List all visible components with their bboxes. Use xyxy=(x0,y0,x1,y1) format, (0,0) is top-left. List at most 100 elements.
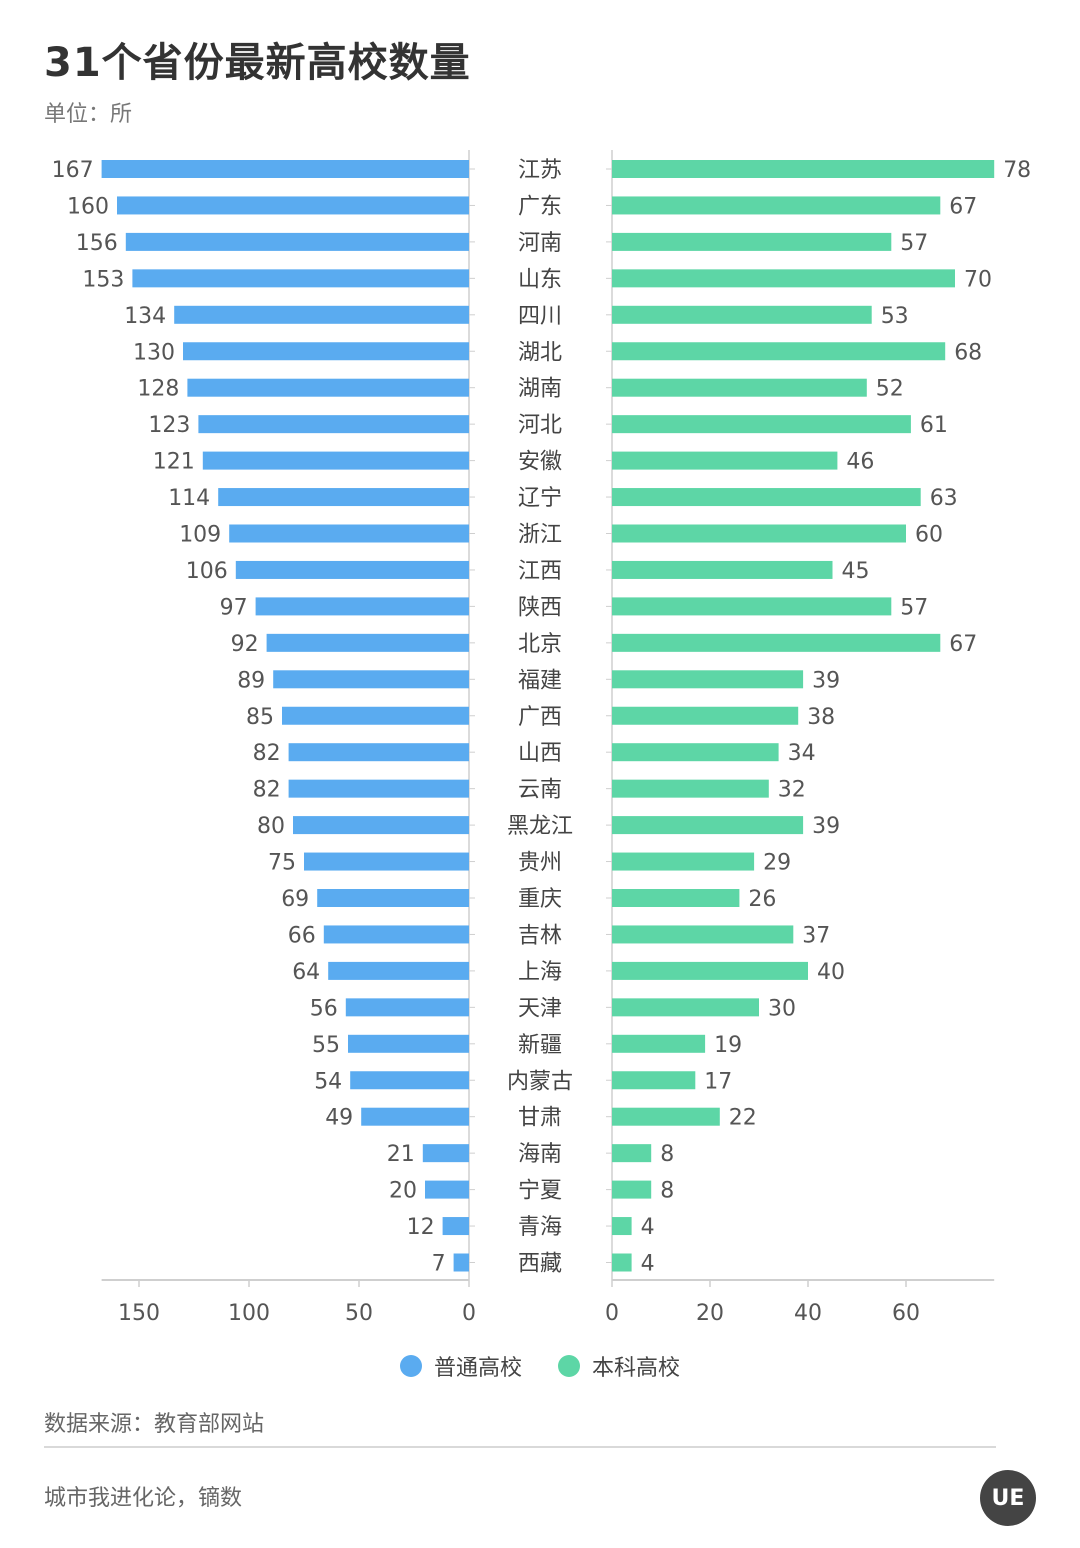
value-label-general-13: 92 xyxy=(231,632,259,657)
value-label-undergrad-10: 60 xyxy=(915,523,943,548)
value-label-general-0: 167 xyxy=(52,158,94,183)
bar-general-1 xyxy=(117,196,469,215)
bar-undergrad-3 xyxy=(612,269,955,288)
value-label-undergrad-15: 38 xyxy=(807,705,835,730)
value-label-undergrad-26: 22 xyxy=(729,1106,757,1131)
category-label-8: 安徽 xyxy=(518,450,562,475)
value-label-undergrad-18: 39 xyxy=(812,814,840,839)
bar-undergrad-16 xyxy=(612,743,779,762)
value-label-general-25: 54 xyxy=(314,1069,342,1094)
bar-general-14 xyxy=(273,670,469,689)
bar-general-18 xyxy=(293,816,469,835)
value-label-general-5: 130 xyxy=(133,340,175,365)
right-axis-tick-label-1: 20 xyxy=(696,1301,724,1326)
bar-undergrad-22 xyxy=(612,961,808,980)
category-label-25: 内蒙古 xyxy=(507,1069,573,1094)
value-label-undergrad-13: 67 xyxy=(949,632,977,657)
value-label-undergrad-5: 68 xyxy=(954,340,982,365)
value-label-undergrad-21: 37 xyxy=(802,923,830,948)
value-label-general-24: 55 xyxy=(312,1033,340,1058)
value-label-undergrad-9: 63 xyxy=(930,486,958,511)
value-label-undergrad-28: 8 xyxy=(660,1179,674,1204)
value-label-undergrad-22: 40 xyxy=(817,960,845,985)
bar-undergrad-25 xyxy=(612,1071,696,1090)
value-label-general-2: 156 xyxy=(76,231,118,256)
bar-undergrad-5 xyxy=(612,342,946,361)
left-axis-tick-label-2: 50 xyxy=(345,1301,373,1326)
bar-general-27 xyxy=(422,1144,469,1163)
value-label-undergrad-20: 26 xyxy=(748,887,776,912)
bar-general-4 xyxy=(174,305,469,324)
credit-note: 城市我进化论，镝数 xyxy=(44,1486,243,1511)
category-label-0: 江苏 xyxy=(518,158,562,183)
category-label-6: 湖南 xyxy=(518,377,562,402)
bar-undergrad-18 xyxy=(612,816,804,835)
value-label-undergrad-3: 70 xyxy=(964,267,992,292)
bar-undergrad-8 xyxy=(612,451,838,470)
category-label-26: 甘肃 xyxy=(518,1106,562,1131)
bar-general-11 xyxy=(235,560,469,579)
bar-general-30 xyxy=(453,1253,469,1272)
bar-general-20 xyxy=(317,889,469,907)
category-label-20: 重庆 xyxy=(518,887,562,912)
right-axis-tick-label-0: 0 xyxy=(605,1301,619,1326)
legend-dot-general xyxy=(399,1355,422,1377)
value-label-general-21: 66 xyxy=(288,923,316,948)
category-label-27: 海南 xyxy=(518,1142,562,1167)
bar-general-22 xyxy=(328,961,469,980)
category-label-19: 贵州 xyxy=(518,851,562,876)
bar-general-0 xyxy=(101,160,469,178)
bar-undergrad-23 xyxy=(612,998,759,1017)
bar-undergrad-27 xyxy=(612,1144,652,1163)
bar-undergrad-6 xyxy=(612,378,867,397)
category-label-10: 浙江 xyxy=(518,523,562,548)
value-label-undergrad-30: 4 xyxy=(641,1252,655,1277)
legend-item-undergrad[interactable]: 本科高校 xyxy=(558,1350,680,1382)
value-label-general-6: 128 xyxy=(137,377,179,402)
category-label-7: 河北 xyxy=(518,413,562,438)
category-label-16: 山西 xyxy=(518,741,562,766)
bar-general-25 xyxy=(350,1071,469,1090)
category-label-2: 河南 xyxy=(518,231,562,256)
bar-undergrad-7 xyxy=(612,415,911,434)
bar-undergrad-10 xyxy=(612,524,906,543)
bar-undergrad-15 xyxy=(612,706,799,725)
value-label-undergrad-19: 29 xyxy=(763,851,791,876)
value-label-general-28: 20 xyxy=(389,1179,417,1204)
value-label-undergrad-1: 67 xyxy=(949,194,977,219)
bar-undergrad-13 xyxy=(612,633,941,652)
bar-undergrad-14 xyxy=(612,670,804,689)
value-label-undergrad-0: 78 xyxy=(1003,158,1031,183)
bar-undergrad-28 xyxy=(612,1180,652,1199)
category-label-11: 江西 xyxy=(518,559,562,584)
bar-undergrad-26 xyxy=(612,1107,720,1126)
source-note: 数据来源：教育部网站 xyxy=(44,1412,265,1437)
bar-general-16 xyxy=(288,743,469,762)
value-label-undergrad-14: 39 xyxy=(812,668,840,693)
value-label-undergrad-24: 19 xyxy=(714,1033,742,1058)
bar-general-13 xyxy=(266,633,469,652)
bar-general-8 xyxy=(202,451,470,470)
bar-undergrad-1 xyxy=(612,196,941,215)
bar-general-7 xyxy=(198,415,469,434)
value-label-undergrad-25: 17 xyxy=(704,1069,732,1094)
value-label-general-30: 7 xyxy=(432,1252,446,1277)
value-label-general-8: 121 xyxy=(153,450,195,475)
value-label-general-11: 106 xyxy=(186,559,228,584)
bar-undergrad-29 xyxy=(612,1217,632,1236)
value-label-general-19: 75 xyxy=(268,851,296,876)
value-label-general-16: 82 xyxy=(253,741,281,766)
category-label-12: 陕西 xyxy=(518,595,562,620)
value-label-general-23: 56 xyxy=(310,996,338,1021)
bar-general-26 xyxy=(361,1107,469,1126)
value-label-undergrad-8: 46 xyxy=(846,450,874,475)
bar-general-21 xyxy=(323,925,469,944)
value-label-general-18: 80 xyxy=(257,814,285,839)
category-label-15: 广西 xyxy=(518,705,562,730)
bar-general-19 xyxy=(304,852,469,871)
bar-general-24 xyxy=(348,1034,469,1053)
bar-general-9 xyxy=(218,488,469,507)
bar-undergrad-4 xyxy=(612,305,872,324)
legend-item-general[interactable]: 普通高校 xyxy=(399,1350,522,1382)
value-label-undergrad-4: 53 xyxy=(881,304,909,329)
